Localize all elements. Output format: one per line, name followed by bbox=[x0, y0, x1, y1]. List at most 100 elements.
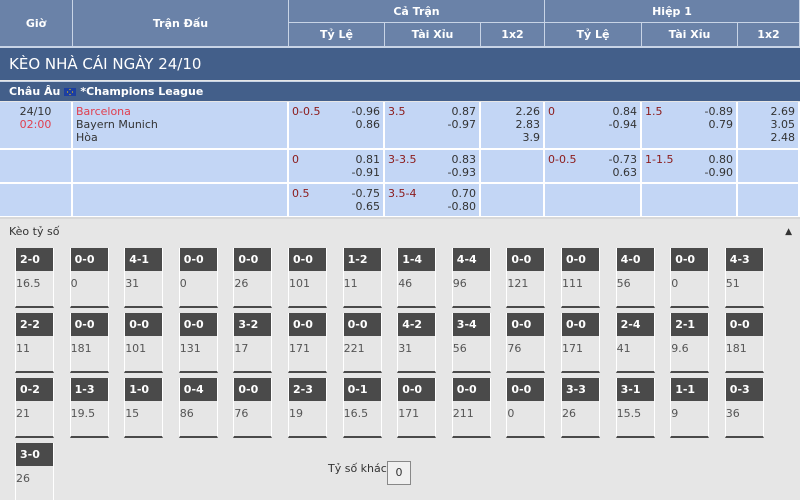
score-card[interactable]: 1-1 9 bbox=[670, 378, 710, 438]
odds-value[interactable]: 0.84 bbox=[612, 105, 638, 118]
odds-value[interactable]: 0.86 bbox=[355, 118, 381, 131]
header-ca-tran: Cả Trận bbox=[289, 0, 545, 23]
score-card[interactable]: 2-3 19 bbox=[288, 378, 327, 438]
score-card[interactable]: 0-0 101 bbox=[124, 313, 164, 373]
score-label: 2-2 bbox=[16, 313, 53, 336]
score-card[interactable]: 3-1 15.5 bbox=[615, 378, 655, 438]
score-card[interactable]: 0-0 131 bbox=[178, 313, 218, 373]
odds-value[interactable]: 0.83 bbox=[451, 153, 477, 166]
score-card[interactable]: 0-0 0 bbox=[506, 378, 546, 438]
score-card[interactable]: 0-0 211 bbox=[451, 378, 491, 438]
score-card[interactable]: 0-0 26 bbox=[233, 248, 273, 308]
score-label: 3-1 bbox=[616, 378, 654, 401]
score-card[interactable]: 3-4 56 bbox=[451, 313, 491, 373]
odds-value[interactable]: 3.05 bbox=[770, 118, 796, 131]
score-card[interactable]: 0-0 171 bbox=[288, 313, 327, 373]
score-card[interactable]: 2-2 11 bbox=[15, 313, 54, 373]
score-card[interactable]: 0-0 0 bbox=[69, 248, 109, 308]
score-odds: 56 bbox=[452, 342, 467, 355]
odds-value[interactable]: 3.9 bbox=[522, 131, 541, 144]
odds-value[interactable]: 0.79 bbox=[708, 118, 734, 131]
header-tran-dau: Trận Đấu bbox=[73, 0, 289, 47]
score-odds: 15 bbox=[125, 407, 140, 420]
score-card[interactable]: 4-1 31 bbox=[124, 248, 164, 308]
score-odds: 56 bbox=[616, 277, 631, 290]
odds-value[interactable]: 0.81 bbox=[355, 153, 381, 166]
score-card[interactable]: 3-3 26 bbox=[561, 378, 600, 438]
odds-value[interactable]: 2.69 bbox=[770, 105, 796, 118]
odds-value[interactable]: -0.93 bbox=[447, 166, 476, 179]
score-card[interactable]: 0-3 36 bbox=[724, 378, 764, 438]
odds-value[interactable]: 0.80 bbox=[708, 153, 734, 166]
odds-value[interactable]: -0.89 bbox=[704, 105, 733, 118]
match-date: 24/10 bbox=[19, 105, 52, 118]
score-card[interactable]: 3-2 17 bbox=[233, 313, 273, 373]
home-team[interactable]: Barcelona bbox=[76, 105, 131, 118]
score-odds: 31 bbox=[125, 277, 140, 290]
score-card[interactable]: 3-0 26 bbox=[15, 443, 54, 500]
score-card[interactable]: 2-4 41 bbox=[615, 313, 655, 373]
odds-value[interactable]: -0.96 bbox=[351, 105, 380, 118]
score-card[interactable]: 0-0 0 bbox=[670, 248, 710, 308]
correct-score-header[interactable]: Kèo tỷ số ▲ bbox=[0, 217, 800, 245]
line-value: 1.5 bbox=[645, 105, 663, 118]
score-card[interactable]: 1-3 19.5 bbox=[69, 378, 109, 438]
odds-value[interactable]: 0.87 bbox=[451, 105, 477, 118]
score-odds: 211 bbox=[452, 407, 474, 420]
score-card[interactable]: 1-4 46 bbox=[397, 248, 437, 308]
score-card[interactable]: 2-0 16.5 bbox=[15, 248, 54, 308]
score-card[interactable]: 0-2 21 bbox=[15, 378, 54, 438]
score-card[interactable]: 0-0 181 bbox=[69, 313, 109, 373]
league-name: *Champions League bbox=[80, 85, 204, 98]
line-value: 0-0.5 bbox=[548, 153, 577, 166]
other-score-label: Tỷ số khác bbox=[328, 462, 387, 475]
odds-value[interactable]: -0.80 bbox=[447, 200, 476, 213]
score-odds: 101 bbox=[289, 277, 310, 290]
league-row[interactable]: Châu Âu *Champions League bbox=[0, 81, 800, 101]
score-card[interactable]: 0-0 181 bbox=[724, 313, 764, 373]
caret-up-icon[interactable]: ▲ bbox=[785, 227, 792, 237]
score-card[interactable]: 0-0 171 bbox=[397, 378, 437, 438]
score-odds: 221 bbox=[343, 342, 365, 355]
odds-value[interactable]: -0.75 bbox=[351, 187, 380, 200]
score-card[interactable]: 1-0 15 bbox=[124, 378, 164, 438]
score-card[interactable]: 0-1 16.5 bbox=[342, 378, 382, 438]
away-team[interactable]: Bayern Munich bbox=[76, 118, 158, 131]
time-cell: 24/10 02:00 bbox=[0, 102, 73, 150]
h1-hdp-cell bbox=[545, 184, 642, 218]
odds-value[interactable]: 0.65 bbox=[355, 200, 381, 213]
h1-1x2-cell bbox=[738, 150, 800, 184]
score-odds: 19.5 bbox=[70, 407, 96, 420]
odds-value[interactable]: 0.70 bbox=[451, 187, 477, 200]
other-score-value[interactable]: 0 bbox=[387, 461, 411, 485]
score-card[interactable]: 0-0 76 bbox=[233, 378, 273, 438]
odds-value[interactable]: -0.94 bbox=[608, 118, 637, 131]
score-card[interactable]: 4-3 51 bbox=[724, 248, 764, 308]
score-card[interactable]: 0-0 0 bbox=[178, 248, 218, 308]
score-card[interactable]: 0-0 221 bbox=[342, 313, 382, 373]
league-region: Châu Âu bbox=[9, 85, 61, 98]
odds-value[interactable]: -0.91 bbox=[351, 166, 380, 179]
score-card[interactable]: 4-2 31 bbox=[397, 313, 437, 373]
odds-value[interactable]: -0.97 bbox=[447, 118, 476, 131]
odds-value[interactable]: 2.26 bbox=[515, 105, 541, 118]
score-card[interactable]: 0-4 86 bbox=[178, 378, 218, 438]
score-card[interactable]: 1-2 11 bbox=[342, 248, 382, 308]
score-odds: 11 bbox=[343, 277, 358, 290]
score-card[interactable]: 0-0 111 bbox=[561, 248, 600, 308]
line-value: 1-1.5 bbox=[645, 153, 674, 166]
odds-value[interactable]: 2.48 bbox=[770, 131, 796, 144]
score-card[interactable]: 0-0 171 bbox=[561, 313, 600, 373]
score-odds: 131 bbox=[179, 342, 201, 355]
score-card[interactable]: 4-4 96 bbox=[451, 248, 491, 308]
odds-value[interactable]: 2.83 bbox=[515, 118, 541, 131]
score-card[interactable]: 2-1 9.6 bbox=[670, 313, 710, 373]
score-card[interactable]: 0-0 76 bbox=[506, 313, 546, 373]
score-odds: 16.5 bbox=[16, 277, 41, 290]
odds-value[interactable]: -0.73 bbox=[608, 153, 637, 166]
score-card[interactable]: 0-0 101 bbox=[288, 248, 327, 308]
odds-value[interactable]: 0.63 bbox=[612, 166, 638, 179]
odds-value[interactable]: -0.90 bbox=[704, 166, 733, 179]
score-card[interactable]: 0-0 121 bbox=[506, 248, 546, 308]
score-card[interactable]: 4-0 56 bbox=[615, 248, 655, 308]
